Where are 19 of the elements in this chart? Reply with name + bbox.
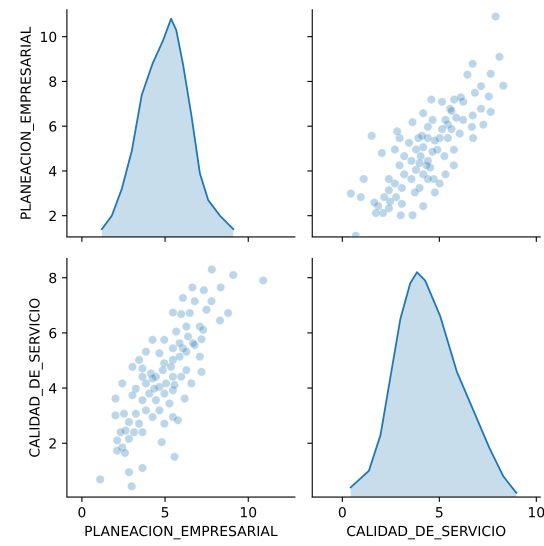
y-tick-label: 8 (49, 272, 56, 284)
x-axis-title: PLANEACION_EMPRESARIAL (85, 526, 278, 540)
y-tick-label: 6 (49, 328, 56, 338)
y-tick-label: 10 (41, 32, 56, 42)
y-tick-label: 8 (49, 76, 56, 87)
y-tick-label: 2 (49, 438, 56, 449)
y-tick-label: 2 (49, 210, 56, 221)
y-tick-label: 4 (49, 166, 56, 176)
y-axis-title: CALIDAD_DE_SERVICIO (29, 298, 43, 457)
y-tick-label: 4 (49, 383, 56, 394)
x-tick-label: 0 (338, 506, 346, 518)
x-tick-label: 10 (529, 506, 544, 518)
x-tick-label: 5 (436, 507, 443, 518)
x-tick-label: 5 (162, 507, 168, 518)
x-tick-label: 10 (240, 506, 256, 518)
x-tick-label: 0 (78, 506, 86, 518)
y-axis-title: PLANEACION_EMPRESARIAL (20, 26, 34, 219)
x-axis-title: CALIDAD_DE_SERVICIO (347, 526, 506, 540)
y-tick-label: 6 (49, 121, 56, 132)
